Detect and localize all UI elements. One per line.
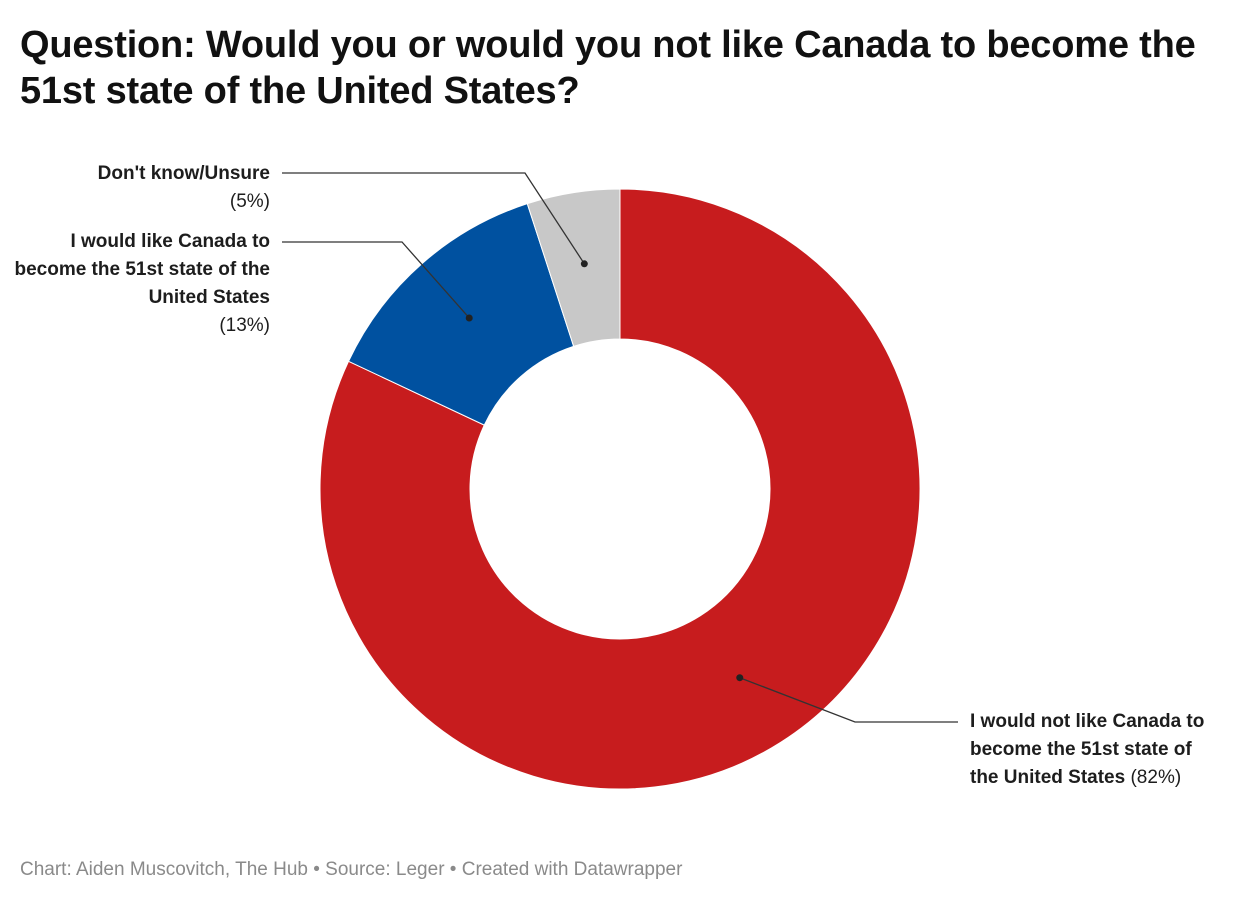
slice-unsure xyxy=(526,188,621,347)
slice-label-yes-value: (13%) xyxy=(219,315,270,336)
slices-group xyxy=(319,188,921,790)
slice-label-unsure-name: Don't know/Unsure xyxy=(97,163,270,184)
leader-yes-dot xyxy=(465,314,473,322)
slice-label-unsure-value: (5%) xyxy=(229,191,270,212)
slice-label-yes-name: I would like Canada to become the 51st s… xyxy=(14,231,270,308)
chart-title: Question: Would you or would you not lik… xyxy=(20,24,1196,112)
slice-label-no: I would not like Canada to become the 51… xyxy=(970,708,1220,792)
leader-no-dot xyxy=(736,674,744,682)
leader-no-line xyxy=(739,677,958,723)
chart-footer: Chart: Aiden Muscovitch, The Hub • Sourc… xyxy=(20,859,683,880)
slice-label-yes: I would like Canada to become the 51st s… xyxy=(10,228,270,340)
leader-yes-line xyxy=(282,241,470,319)
leader-lines-group xyxy=(282,172,958,723)
slice-label-unsure: Don't know/Unsure (5%) xyxy=(98,160,270,216)
slice-no xyxy=(319,188,921,790)
leader-unsure-line xyxy=(282,172,585,265)
slice-label-no-name: I would not like Canada to become the 51… xyxy=(970,711,1205,788)
slice-label-no-value: (82%) xyxy=(1130,767,1182,788)
leader-unsure-dot xyxy=(580,260,588,268)
